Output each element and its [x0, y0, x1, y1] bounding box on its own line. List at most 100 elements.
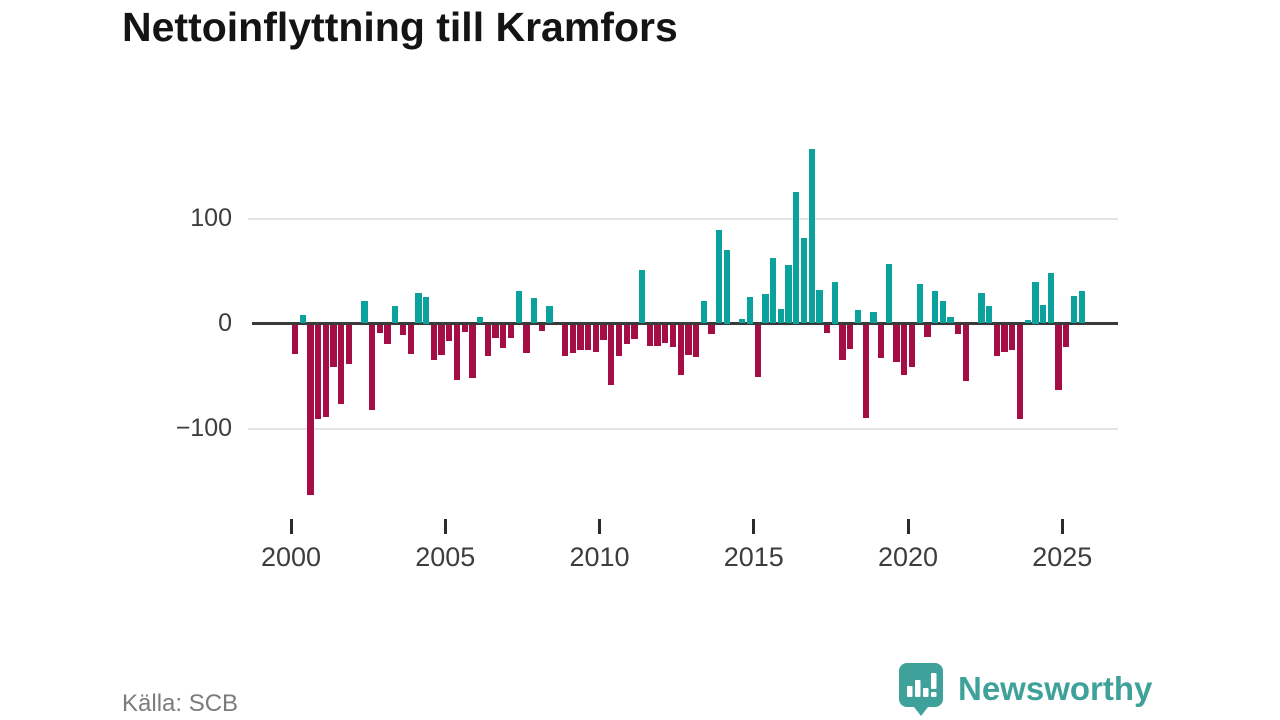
bar-quarter-2023q4: [1024, 320, 1031, 324]
bar-quarter-2013q2: [700, 301, 707, 324]
bar-quarter-2019q3: [893, 324, 900, 363]
bar-quarter-2012q2: [669, 324, 677, 347]
bar-quarter-2021q2: [947, 317, 954, 324]
bar-quarter-2011q1: [631, 324, 638, 340]
bar-quarter-2005q1: [446, 324, 453, 342]
bar-quarter-2020q1: [908, 324, 916, 367]
brand-name: Newsworthy: [958, 670, 1153, 707]
bar-quarter-2012q4: [685, 324, 692, 355]
bar-quarter-2008q4: [561, 324, 569, 356]
bar-quarter-2001q4: [345, 324, 353, 365]
bar-quarter-2023q2: [1009, 324, 1016, 350]
x-axis-tick-2025: [1060, 519, 1064, 534]
brand-footer: Newsworthy: [898, 663, 1153, 716]
bar-quarter-2021q1: [939, 301, 946, 324]
bar-quarter-2000q4: [315, 324, 322, 419]
bar-quarter-2016q3: [800, 238, 808, 324]
bar-quarter-2010q2: [608, 324, 615, 386]
bar-quarter-2018q2: [854, 309, 862, 324]
bar-quarter-2002q2: [361, 301, 368, 324]
x-axis-tick-2015: [752, 519, 756, 534]
y-axis-label: 100: [190, 203, 232, 232]
bar-quarter-2003q2: [392, 305, 399, 324]
bar-quarter-2004q2: [423, 297, 430, 324]
bar-quarter-2016q2: [793, 192, 800, 324]
bar-quarter-2001q3: [338, 324, 345, 405]
bar-quarter-2022q3: [985, 305, 993, 324]
bar-quarter-2016q1: [785, 264, 792, 324]
bar-quarter-2010q4: [623, 324, 630, 345]
bar-quarter-2001q1: [322, 324, 330, 417]
bar-quarter-2006q3: [492, 324, 499, 339]
bar-quarter-2005q4: [469, 324, 476, 379]
bar-quarter-2008q2: [546, 305, 553, 324]
bar-quarter-2022q2: [978, 293, 985, 324]
x-axis-tick-2010: [598, 519, 601, 534]
bar-quarter-2014q4: [746, 297, 754, 324]
bar-quarter-2013q1: [692, 324, 700, 358]
bar-quarter-2021q4: [962, 324, 970, 382]
gridline-y-100: [248, 217, 1118, 220]
bar-quarter-2009q3: [584, 324, 592, 350]
bar-quarter-2009q4: [592, 324, 599, 352]
bar-quarter-2017q2: [824, 324, 831, 333]
bar-quarter-2006q1: [476, 317, 484, 324]
bar-quarter-2011q3: [646, 324, 653, 346]
bar-quarter-2003q3: [399, 324, 407, 335]
bar-quarter-2005q3: [461, 324, 468, 332]
bar-quarter-2004q1: [415, 293, 422, 324]
bar-quarter-2025q3: [1078, 290, 1085, 324]
y-axis-label: −100: [175, 413, 232, 442]
bar-quarter-2023q1: [1001, 324, 1008, 352]
chart-title: Nettoinflyttning till Kramfors: [122, 4, 678, 50]
bar-quarter-2018q1: [847, 324, 854, 349]
bar-quarter-2006q4: [500, 324, 507, 348]
x-axis-label-2010: 2010: [569, 542, 630, 572]
bar-quarter-2003q1: [384, 324, 391, 345]
y-axis-label: 0: [218, 308, 232, 337]
bar-quarter-2001q2: [330, 324, 337, 367]
bar-quarter-2004q4: [438, 324, 445, 355]
bar-quarter-2020q3: [924, 324, 931, 338]
bar-quarter-2018q3: [862, 324, 869, 418]
bar-quarter-2024q2: [1039, 304, 1047, 324]
bar-quarter-2007q4: [530, 298, 538, 324]
bar-quarter-2007q2: [515, 290, 522, 324]
bar-quarter-2005q2: [453, 324, 461, 381]
x-axis-zero-line: [252, 322, 1118, 325]
bar-quarter-2025q2: [1070, 296, 1078, 324]
x-axis-label-2015: 2015: [723, 542, 784, 572]
bar-quarter-2021q3: [955, 324, 962, 334]
bar-quarter-2017q3: [831, 281, 839, 324]
bar-quarter-2017q4: [839, 324, 846, 361]
bar-quarter-2007q3: [523, 324, 530, 353]
bar-quarter-2009q1: [569, 324, 576, 353]
x-axis-tick-2020: [906, 519, 910, 534]
bar-quarter-2017q1: [816, 289, 823, 324]
bar-quarter-2002q4: [376, 324, 384, 333]
x-axis-label-2000: 2000: [260, 542, 322, 572]
bar-quarter-2020q4: [931, 290, 939, 324]
x-axis-label-2020: 2020: [877, 542, 939, 572]
bar-quarter-2004q3: [430, 324, 437, 361]
bar-quarter-2023q3: [1016, 324, 1024, 419]
bar-quarter-2000q3: [307, 324, 314, 495]
bar-quarter-2014q1: [723, 250, 731, 324]
bar-quarter-2016q4: [808, 149, 815, 324]
bar-quarter-2000q2: [299, 315, 306, 324]
bar-quarter-2015q2: [762, 294, 769, 324]
bar-quarter-2024q3: [1047, 273, 1054, 324]
bar-quarter-2012q1: [662, 324, 669, 344]
bar-quarter-2003q4: [407, 324, 414, 354]
bar-quarter-2015q3: [770, 258, 777, 324]
x-axis-tick-2000: [289, 519, 293, 534]
bar-quarter-2007q1: [507, 324, 515, 339]
bar-quarter-2008q1: [538, 324, 545, 331]
bar-quarter-2018q4: [870, 311, 877, 324]
bar-quarter-2015q1: [754, 324, 761, 377]
bar-quarter-2000q1: [291, 324, 299, 354]
bar-quarter-2013q4: [716, 230, 723, 324]
x-axis-tick-2005: [443, 519, 447, 534]
bar-quarter-2010q3: [615, 324, 623, 356]
bar-quarter-2019q4: [901, 324, 908, 375]
